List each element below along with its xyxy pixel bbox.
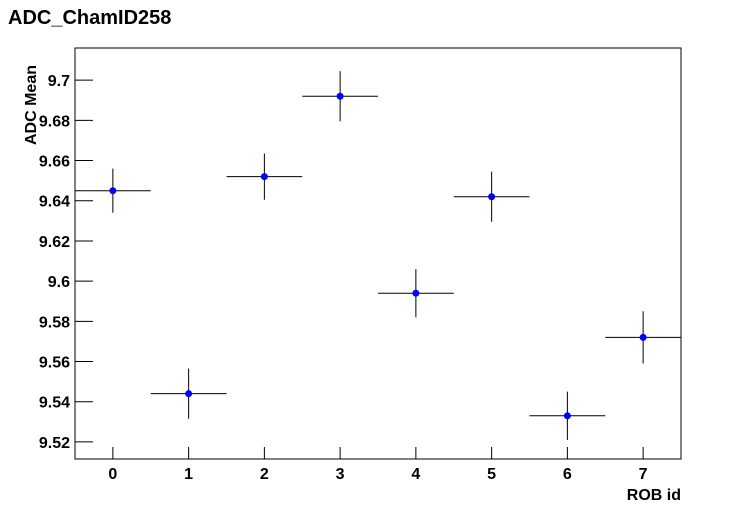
y-axis-label: ADC Mean	[23, 65, 40, 145]
data-point	[488, 193, 496, 201]
y-tick-label: 9.52	[39, 435, 70, 452]
y-tick-label: 9.7	[48, 73, 70, 90]
x-tick-label: 5	[487, 466, 496, 483]
plot-frame	[74, 47, 682, 460]
x-tick-label: 2	[260, 466, 269, 483]
data-point	[260, 173, 268, 181]
data-point	[185, 390, 193, 398]
y-tick-label: 9.62	[39, 234, 70, 251]
x-tick-label: 3	[336, 466, 345, 483]
y-tick-label: 9.64	[39, 194, 70, 211]
x-tick-label: 6	[563, 466, 572, 483]
x-tick-label: 1	[184, 466, 193, 483]
y-tick-label: 9.66	[39, 154, 70, 171]
data-point	[563, 412, 571, 420]
data-point	[639, 333, 647, 341]
y-tick-label: 9.54	[39, 395, 70, 412]
y-tick-label: 9.56	[39, 355, 70, 372]
y-tick-label: 9.58	[39, 314, 70, 331]
x-axis-label: ROB id	[627, 487, 681, 504]
x-tick-label: 7	[639, 466, 648, 483]
data-point	[336, 92, 344, 100]
chart-title: ADC_ChamID258	[8, 7, 171, 29]
y-tick-label: 9.6	[48, 274, 70, 291]
y-tick-label: 9.68	[39, 113, 70, 130]
x-tick-label: 4	[411, 466, 420, 483]
data-point	[412, 289, 420, 297]
data-point	[109, 187, 117, 195]
x-tick-label: 0	[108, 466, 117, 483]
